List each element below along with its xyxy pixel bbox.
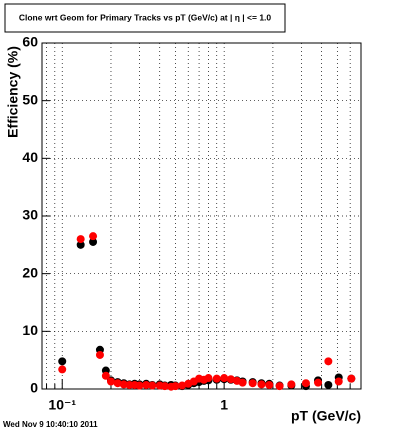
title-box xyxy=(4,3,286,33)
data-point xyxy=(220,374,229,383)
y-axis-label: Efficiency (%) xyxy=(5,46,21,138)
plot-frame xyxy=(41,42,362,390)
data-point xyxy=(106,377,115,386)
x-axis-label: pT (GeV/c) xyxy=(291,408,361,424)
data-point xyxy=(226,375,235,384)
data-point xyxy=(204,374,213,383)
data-point xyxy=(76,235,85,244)
data-point xyxy=(148,381,157,390)
data-point xyxy=(178,381,187,390)
y-tick-label: 30 xyxy=(22,207,38,223)
x-tick-label: 1 xyxy=(220,397,228,413)
data-point xyxy=(275,382,284,391)
data-point xyxy=(238,378,247,387)
data-point xyxy=(324,357,333,366)
data-point xyxy=(113,379,122,388)
y-tick-label: 50 xyxy=(22,91,38,107)
data-point xyxy=(212,374,221,383)
chart-title: Clone wrt Geom for Primary Tracks vs pT … xyxy=(19,12,272,22)
data-point xyxy=(287,380,296,389)
y-tick-label: 20 xyxy=(22,264,38,280)
data-point xyxy=(301,379,310,388)
data-point xyxy=(58,365,67,374)
data-point xyxy=(76,240,85,249)
y-tick-label: 40 xyxy=(22,149,38,165)
data-point xyxy=(314,378,323,387)
data-point xyxy=(135,381,144,390)
data-point xyxy=(324,380,333,389)
x-tick-label: 10⁻¹ xyxy=(48,397,76,413)
data-point xyxy=(257,380,266,389)
y-tick-label: 10 xyxy=(22,322,38,338)
data-point xyxy=(58,357,67,366)
y-tick-label: 0 xyxy=(30,380,38,396)
data-point xyxy=(89,232,98,241)
data-point xyxy=(347,374,356,383)
data-point xyxy=(101,371,110,380)
data-point xyxy=(95,350,104,359)
data-point xyxy=(265,380,274,389)
data-point xyxy=(160,382,169,391)
y-tick-label: 60 xyxy=(22,34,38,50)
data-point xyxy=(89,237,98,246)
data-point xyxy=(142,380,151,389)
data-point xyxy=(248,379,257,388)
data-point xyxy=(334,377,343,386)
data-point xyxy=(171,382,180,391)
footer-date: Wed Nov 9 10:40:10 2011 xyxy=(3,420,98,429)
